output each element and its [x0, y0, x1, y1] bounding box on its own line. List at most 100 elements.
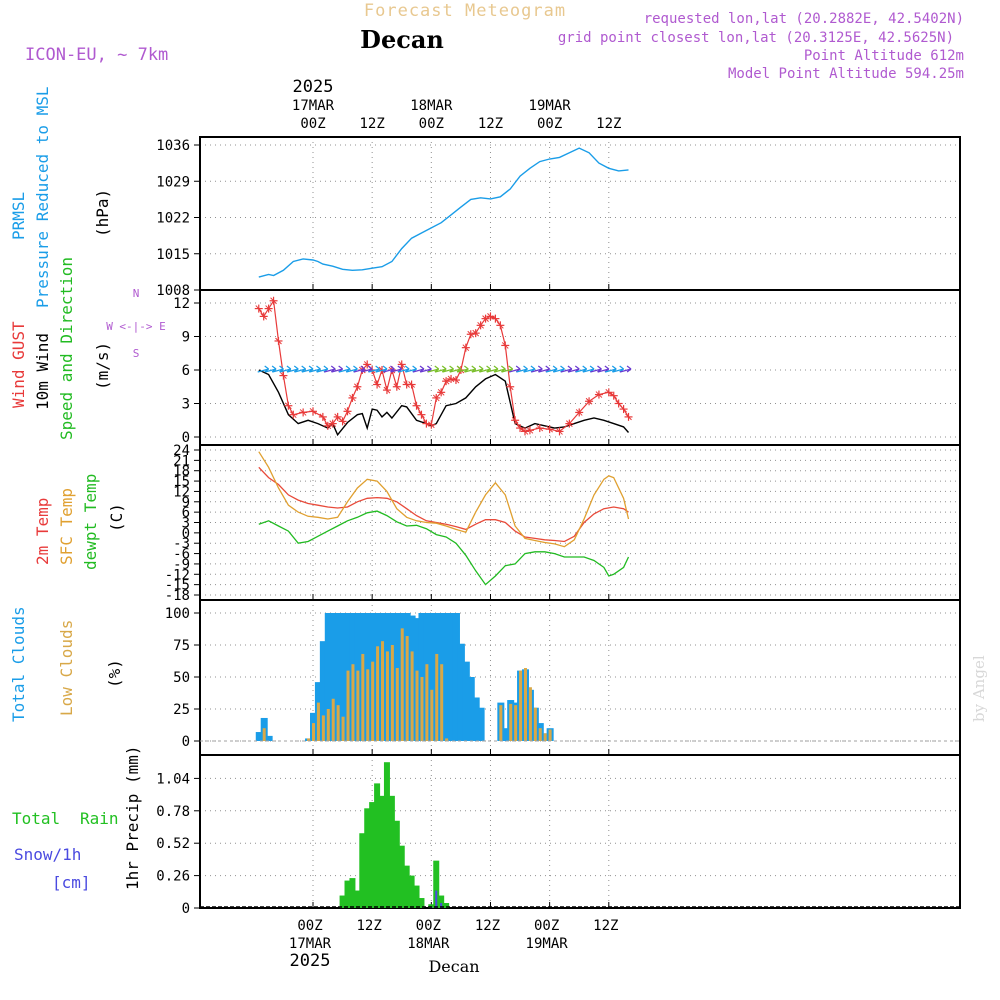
rain-bar — [383, 762, 390, 908]
low-cloud-bar — [321, 715, 325, 741]
low-cloud-bar — [390, 645, 394, 741]
wind-gust-point — [289, 410, 298, 419]
low-cloud-bar — [395, 668, 399, 741]
wind-gust-point — [511, 416, 520, 425]
wind-label-10m: 10m Wind — [33, 333, 52, 410]
total-cloud-bar — [452, 613, 460, 741]
wind-gust-point — [525, 426, 534, 435]
temp-sfc-line — [258, 451, 630, 548]
temp-ytick-label: 6 — [182, 505, 190, 521]
rain-bar — [403, 865, 410, 908]
wind-gust-point — [328, 419, 337, 428]
wind-ytick-label: 6 — [182, 363, 190, 379]
wind-gust-point — [442, 377, 451, 386]
low-cloud-bar — [543, 733, 547, 741]
watermark: by Angel — [970, 655, 988, 722]
wind-unit: (m/s) — [93, 342, 112, 390]
bottom-time-label: 00Z — [534, 918, 559, 934]
clouds-unit: (%) — [105, 659, 124, 688]
clouds-ytick-label: 50 — [173, 670, 190, 686]
low-cloud-bar — [425, 664, 429, 741]
rain-bar — [433, 860, 440, 908]
gust-marker — [339, 418, 346, 425]
top-date-label: 18MAR — [410, 98, 453, 114]
low-cloud-bar — [499, 705, 503, 741]
wind-gust-point — [269, 296, 278, 305]
wind-gust-point — [417, 410, 426, 419]
wind-gust-point — [491, 314, 500, 323]
total-cloud-bar — [457, 643, 465, 741]
gust-marker — [585, 397, 593, 405]
low-cloud-bar — [533, 707, 537, 741]
rain-bar — [398, 845, 405, 908]
top-time-label: 12Z — [360, 116, 385, 132]
gust-marker — [260, 313, 268, 320]
total-cloud-bar — [448, 613, 456, 741]
top-time-label: 00Z — [537, 116, 562, 132]
bottom-time-label: 00Z — [416, 918, 441, 934]
precip-ytick-label: 0.52 — [156, 836, 190, 852]
gust-marker — [324, 422, 332, 430]
temp-label-dewpt: dewpt Temp — [81, 474, 100, 570]
clouds-ytick-label: 100 — [165, 606, 190, 622]
low-cloud-bar — [356, 670, 360, 741]
precip-label-cm: [cm] — [52, 873, 91, 892]
wind-gust-point — [609, 391, 618, 400]
gust-marker — [393, 383, 401, 391]
wind-gust-point — [516, 424, 525, 433]
precip-label-snow: Snow/1h — [14, 845, 81, 864]
rain-bar — [388, 795, 395, 908]
wind-gust-point — [274, 336, 283, 345]
wind-gust-point — [264, 304, 273, 313]
pressure-ytick-label: 1036 — [156, 138, 190, 154]
bottom-date-label: 19MAR — [526, 936, 569, 952]
low-cloud-bar — [528, 687, 532, 741]
bottom-date-label: 17MAR — [289, 936, 332, 952]
gust-marker — [482, 315, 489, 322]
gust-marker — [270, 297, 277, 305]
gust-marker — [442, 377, 450, 385]
gust-marker — [595, 391, 603, 398]
rain-bar — [374, 783, 381, 908]
low-cloud-bar — [538, 728, 542, 741]
wind-gust-point — [338, 417, 347, 426]
gust-marker — [423, 420, 430, 427]
total-cloud-bar — [324, 613, 332, 741]
gust-marker — [462, 344, 470, 352]
wind-gust-point — [432, 393, 441, 402]
gust-marker — [516, 424, 524, 432]
gust-marker — [344, 407, 351, 415]
wind-gust-point — [471, 329, 480, 338]
wind-gust-point — [501, 341, 510, 350]
wind-gust-point — [279, 371, 288, 380]
low-cloud-bar — [376, 646, 380, 741]
temp-ytick-label: -18 — [165, 588, 190, 604]
total-cloud-bar — [339, 613, 347, 741]
gust-marker — [403, 381, 411, 388]
low-cloud-bar — [415, 670, 419, 741]
wind-gust-point — [619, 405, 628, 414]
total-cloud-bar — [255, 732, 263, 741]
plot-layer: 10081015102210291036036912-18-15-12-9-6-… — [156, 98, 961, 952]
gust-marker — [418, 411, 425, 419]
low-cloud-bar — [435, 653, 439, 741]
gridpoint-coords: grid point closest lon,lat (20.3125E, 42… — [558, 30, 954, 46]
gust-marker — [506, 383, 514, 391]
total-cloud-bar — [467, 677, 475, 741]
gust-marker — [526, 426, 534, 434]
pressure-ytick-label: 1008 — [156, 283, 190, 299]
rain-bar — [408, 875, 415, 908]
top-year: 2025 — [293, 77, 334, 97]
wind-direction-arrow — [619, 365, 632, 373]
gust-marker — [521, 428, 529, 435]
low-cloud-bar — [509, 703, 513, 741]
wind-label-direction: Speed and Direction — [57, 257, 76, 440]
gust-marker — [383, 386, 391, 394]
wind-gust-point — [259, 312, 268, 321]
bottom-time-label: 12Z — [593, 918, 618, 934]
gust-marker — [408, 381, 415, 388]
total-cloud-bar — [329, 613, 337, 741]
temp-ytick-label: 24 — [173, 443, 190, 459]
clouds-label-total: Total Clouds — [9, 606, 28, 722]
rain-bar — [354, 890, 361, 908]
